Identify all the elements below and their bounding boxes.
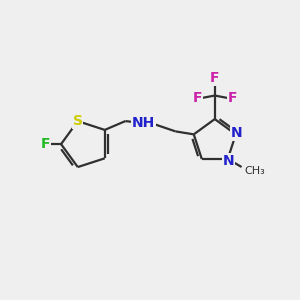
Text: F: F bbox=[193, 91, 202, 105]
Text: F: F bbox=[41, 137, 50, 151]
Text: CH₃: CH₃ bbox=[244, 166, 265, 176]
Text: S: S bbox=[73, 114, 83, 128]
Text: F: F bbox=[227, 91, 237, 105]
Text: N: N bbox=[231, 126, 242, 140]
Text: F: F bbox=[210, 71, 220, 85]
Text: NH: NH bbox=[132, 116, 155, 130]
Text: N: N bbox=[223, 154, 234, 167]
